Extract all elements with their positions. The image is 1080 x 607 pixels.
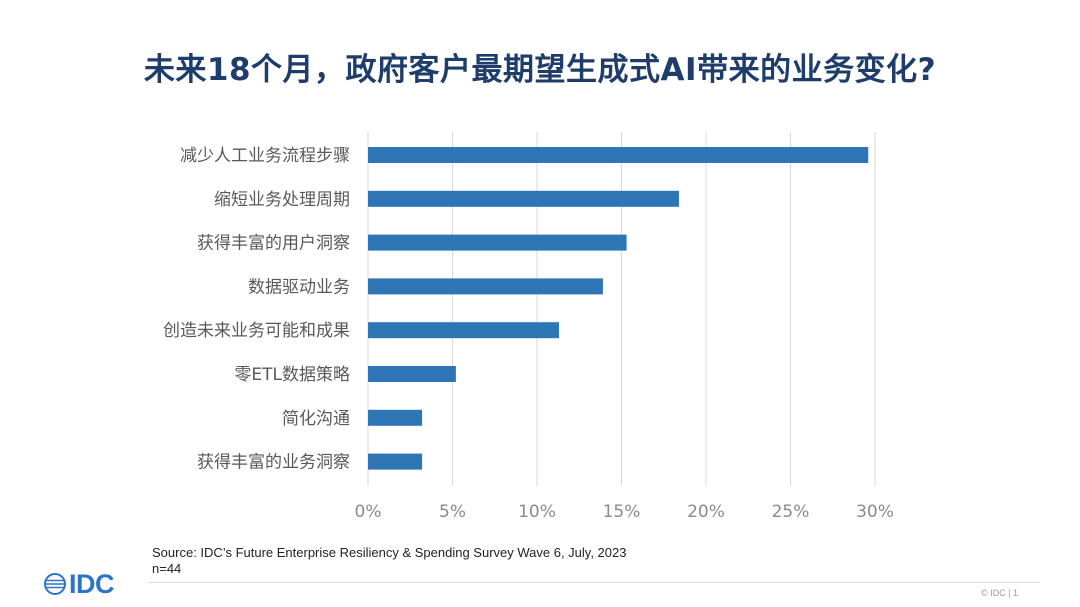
x-tick-label: 5% [439, 502, 466, 522]
x-tick-label: 0% [355, 502, 382, 522]
bar [368, 147, 869, 163]
category-label: 获得丰富的业务洞察 [197, 453, 350, 473]
category-label: 简化沟通 [282, 409, 350, 429]
bar [368, 453, 423, 470]
x-tick-label: 15% [603, 502, 641, 522]
category-label: 零ETL数据策略 [234, 365, 350, 385]
bar-chart: 0% 5% 10% 15% 20% 25% 30% 减少人工业务流程步骤缩短业务处理周期获得丰… [163, 132, 894, 522]
chart-title: 未来18个月，政府客户最期望生成式AI带来的业务变化? [143, 52, 937, 88]
bar [368, 278, 603, 295]
source-line: Source: IDC’s Future Enterprise Resilien… [152, 545, 627, 560]
bar [368, 409, 423, 426]
category-label: 获得丰富的用户洞察 [197, 234, 350, 254]
copyright-page-number: © IDC | 1 [981, 588, 1018, 598]
source-note: Source: IDC’s Future Enterprise Resilien… [152, 545, 626, 577]
category-label: 缩短业务处理周期 [214, 190, 350, 210]
x-tick-label: 25% [772, 502, 810, 522]
x-tick-label: 10% [518, 502, 556, 522]
category-label: 数据驱动业务 [248, 277, 350, 297]
bar [368, 366, 456, 382]
sample-size: n=44 [152, 561, 182, 576]
globe-icon [44, 573, 66, 595]
category-label: 创造未来业务可能和成果 [163, 321, 350, 341]
x-tick-label: 30% [856, 502, 894, 522]
idc-logo: IDC [44, 568, 115, 599]
category-label: 减少人工业务流程步骤 [180, 146, 350, 166]
bar [368, 234, 627, 251]
bar [368, 322, 559, 339]
x-tick-label: 20% [687, 502, 725, 522]
logo-text: IDC [69, 568, 115, 599]
footer-divider [148, 582, 1040, 583]
bar [368, 190, 679, 207]
